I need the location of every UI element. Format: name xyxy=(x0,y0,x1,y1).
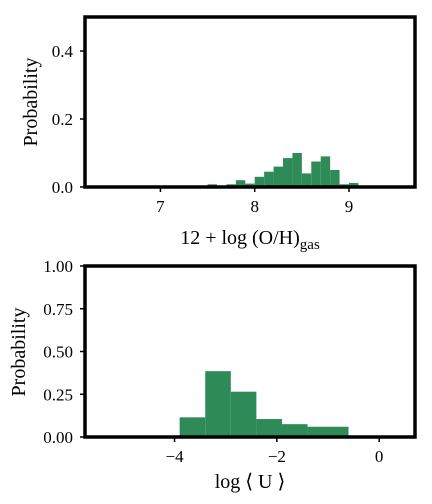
ionization-x-ticks: −4 −2 0 xyxy=(165,437,383,466)
ionization-x-tick-label-2: 0 xyxy=(375,447,384,466)
metallicity-y-tick-label-1: 0.2 xyxy=(52,110,73,129)
metallicity-bar-12 xyxy=(330,170,340,187)
metallicity-bar-7 xyxy=(283,158,293,187)
ionization-bar-1 xyxy=(205,371,231,437)
metallicity-bar-5 xyxy=(264,171,274,187)
metallicity-y-tick-label-2: 0.4 xyxy=(52,42,74,61)
ionization-y-tick-label-4: 1.00 xyxy=(43,257,73,276)
ionization-y-ticks: 0.00 0.25 0.50 0.75 1.00 xyxy=(43,257,85,447)
metallicity-x-tick-label-2: 9 xyxy=(345,197,354,216)
metallicity-bar-9 xyxy=(301,173,312,187)
ionization-histogram-panel: −4 −2 0 0.00 0.25 0.50 0.75 1.00 log ⟨ U ⟩ Pro… xyxy=(8,257,417,493)
metallicity-y-axis-label: Probability xyxy=(20,58,42,147)
metallicity-histogram-panel: 7 8 9 0.0 0.2 0.4 12 + log (O/H)gas Probabil… xyxy=(20,15,417,253)
metallicity-bar-4 xyxy=(254,176,265,187)
ionization-bars xyxy=(179,371,349,437)
metallicity-x-tick-label-1: 8 xyxy=(250,197,259,216)
ionization-x-tick-label-0: −4 xyxy=(165,447,184,466)
metallicity-y-tick-label-0: 0.0 xyxy=(52,178,73,197)
metallicity-bar-6 xyxy=(273,166,283,187)
ionization-y-tick-label-1: 0.25 xyxy=(43,385,73,404)
metallicity-bars xyxy=(207,153,359,187)
metallicity-bar-10 xyxy=(311,161,321,187)
ionization-bar-5 xyxy=(307,426,349,437)
metallicity-x-axis-label: 12 + log (O/H)gas xyxy=(180,227,320,253)
ionization-bar-2 xyxy=(230,391,257,437)
metallicity-y-ticks: 0.0 0.2 0.4 xyxy=(52,42,85,197)
ionization-x-axis-label: log ⟨ U ⟩ xyxy=(215,471,286,493)
ionization-bar-3 xyxy=(256,419,282,437)
ionization-y-axis-label: Probability xyxy=(8,308,30,397)
metallicity-bar-8 xyxy=(292,153,302,187)
ionization-y-tick-label-0: 0.00 xyxy=(43,428,73,447)
metallicity-bar-11 xyxy=(320,156,331,187)
metallicity-bar-14 xyxy=(349,182,359,187)
metallicity-bar-2 xyxy=(235,180,246,187)
metallicity-x-tick-label-0: 7 xyxy=(156,197,165,216)
ionization-x-tick-label-1: −2 xyxy=(268,447,286,466)
ionization-y-tick-label-2: 0.50 xyxy=(43,343,73,362)
metallicity-plot-frame xyxy=(83,15,417,189)
ionization-bar-4 xyxy=(281,424,308,437)
ionization-bar-0 xyxy=(179,417,206,437)
ionization-y-tick-label-3: 0.75 xyxy=(43,300,73,319)
metallicity-x-ticks: 7 8 9 xyxy=(156,187,353,216)
